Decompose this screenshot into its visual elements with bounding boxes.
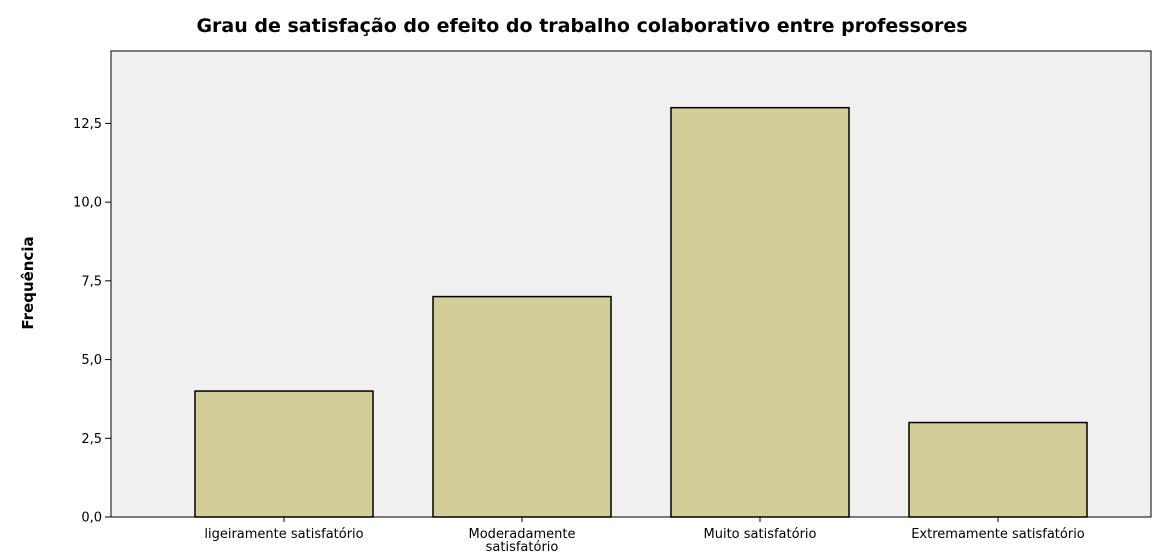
x-category-label: satisfatório: [486, 540, 559, 554]
y-axis-ticks: 0,0 2,5 5,0 7,5 10,0 12,5: [73, 117, 111, 526]
bar: [194, 390, 374, 518]
bar: [670, 106, 850, 518]
y-tick-label: 10,0: [73, 196, 102, 211]
y-tick-label: 12,5: [73, 117, 102, 132]
bar: [908, 421, 1088, 518]
y-tick-label: 5,0: [81, 353, 102, 368]
x-category-label: Muito satisfatório: [704, 527, 817, 542]
x-category-label: Moderadamente: [469, 527, 576, 542]
bars: [194, 106, 1088, 518]
x-category-label: ligeiramente satisfatório: [204, 527, 363, 542]
y-tick-label: 0,0: [81, 511, 102, 526]
y-axis-label: Frequência: [19, 236, 37, 329]
y-tick-label: 2,5: [81, 432, 102, 447]
chart-title: Grau de satisfação do efeito do trabalho…: [196, 15, 967, 37]
y-tick-label: 7,5: [81, 274, 102, 289]
bar: [432, 295, 612, 518]
x-category-label: Extremamente satisfatório: [911, 527, 1085, 542]
x-axis-labels: ligeiramente satisfatório Moderadamentesa…: [204, 517, 1085, 554]
